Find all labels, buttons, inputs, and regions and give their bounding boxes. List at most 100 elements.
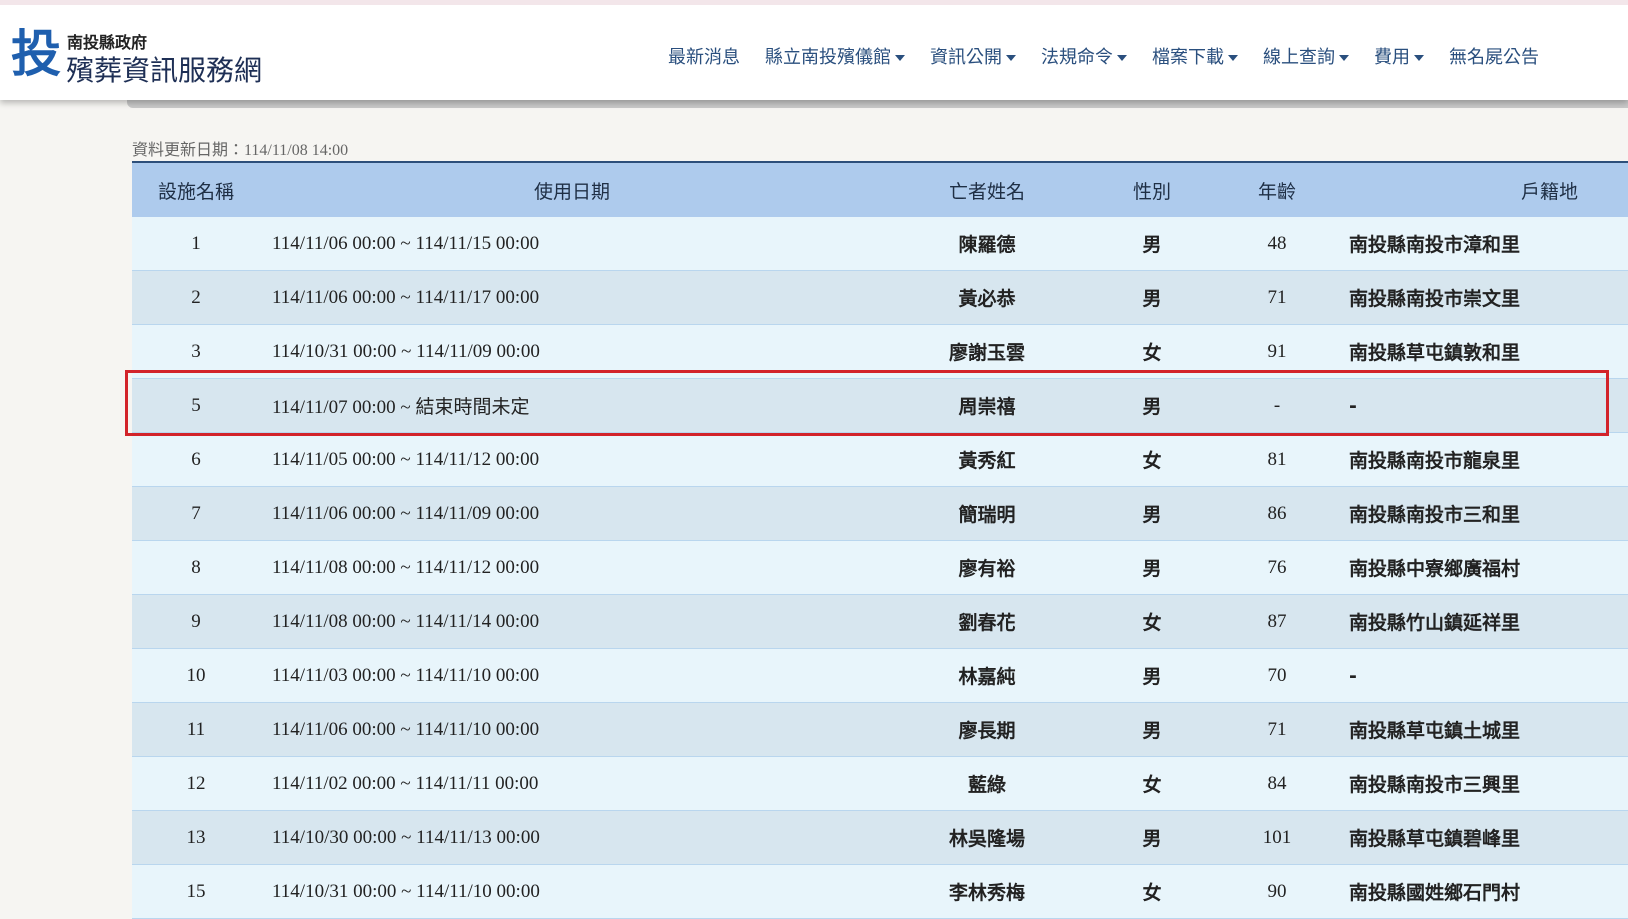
table-cell: 南投縣草屯鎮碧峰里 [1340, 810, 1628, 865]
table-cell: 114/11/08 00:00 ~ 114/11/14 00:00 [260, 594, 884, 649]
table-cell: 周崇禧 [884, 378, 1090, 433]
table-cell: 12 [132, 756, 260, 811]
table-cell: 男 [1090, 648, 1214, 703]
table-cell: 南投縣國姓鄉石門村 [1340, 864, 1628, 919]
column-header: 使用日期 [260, 161, 884, 217]
nav-item[interactable]: 法規命令 [1041, 43, 1127, 69]
table-cell: 86 [1214, 486, 1340, 541]
table-cell: 15 [132, 864, 260, 919]
nav-label: 最新消息 [668, 47, 740, 68]
table-cell: 藍綠 [884, 756, 1090, 811]
dropdown-caret [1006, 55, 1016, 61]
table-cell: 3 [132, 324, 260, 379]
dropdown-caret [895, 55, 905, 61]
table-cell: 南投縣南投市三興里 [1340, 756, 1628, 811]
table-cell: 71 [1214, 270, 1340, 325]
table-cell: 林嘉純 [884, 648, 1090, 703]
header-row: 設施名稱 使用日期 亡者姓名 性別 年齡 戶籍地 [132, 161, 1628, 217]
table-cell: 男 [1090, 702, 1214, 757]
column-header: 戶籍地 [1340, 161, 1628, 217]
table-cell: 48 [1214, 217, 1340, 271]
table-cell: 南投縣草屯鎮敦和里 [1340, 324, 1628, 379]
data-table: 設施名稱 使用日期 亡者姓名 性別 年齡 戶籍地 1 114/11/06 00:00 ~ 1… [132, 161, 1628, 919]
table-cell: - [1340, 378, 1628, 433]
nav-item[interactable]: 檔案下載 [1152, 43, 1238, 69]
nav-item[interactable]: 最新消息 [668, 43, 740, 69]
table-cell: 101 [1214, 810, 1340, 865]
table-cell: 劉春花 [884, 594, 1090, 649]
table-cell: 女 [1090, 432, 1214, 487]
table-cell: 廖有裕 [884, 540, 1090, 595]
column-header: 設施名稱 [132, 161, 260, 217]
nav-label: 資訊公開 [930, 47, 1002, 68]
site-title[interactable]: 殯葬資訊服務網 [66, 54, 263, 87]
org-name: 南投縣政府 [67, 33, 148, 52]
column-header: 亡者姓名 [884, 161, 1090, 217]
table-cell: 南投縣南投市三和里 [1340, 486, 1628, 541]
table-cell: 6 [132, 432, 260, 487]
nav-item[interactable]: 線上查詢 [1263, 43, 1349, 69]
table-cell: 114/10/31 00:00 ~ 114/11/10 00:00 [260, 864, 884, 919]
table-cell: 南投縣南投市漳和里 [1340, 217, 1628, 271]
nav-item[interactable]: 無名屍公告 [1449, 43, 1539, 69]
nav-item[interactable]: 資訊公開 [930, 43, 1016, 69]
table-cell: 114/11/02 00:00 ~ 114/11/11 00:00 [260, 756, 884, 811]
dropdown-caret [1117, 55, 1127, 61]
dropdown-caret [1339, 55, 1349, 61]
nav-bar: 最新消息 縣立南投殯儀館 資訊公開 法規命令 檔案下載 線上查詢 費用 無名屍公告 [668, 43, 1539, 69]
table-row: 9 114/11/08 00:00 ~ 114/11/14 00:00 劉春花女 87… [132, 594, 1628, 649]
table-cell: 女 [1090, 756, 1214, 811]
table-cell: 黃必恭 [884, 270, 1090, 325]
site-header: 投 南投縣政府 殯葬資訊服務網 最新消息 縣立南投殯儀館 資訊公開 法規命令 檔案下載 線… [0, 0, 1628, 100]
nav-label: 線上查詢 [1263, 47, 1335, 68]
table-cell: 8 [132, 540, 260, 595]
table-cell: 女 [1090, 864, 1214, 919]
table-row: 8 114/11/08 00:00 ~ 114/11/12 00:00 廖有裕男 76… [132, 540, 1628, 595]
table-cell: 70 [1214, 648, 1340, 703]
table-cell: 南投縣草屯鎮土城里 [1340, 702, 1628, 757]
table-cell: 南投縣南投市龍泉里 [1340, 432, 1628, 487]
table-cell: 87 [1214, 594, 1340, 649]
table-cell: 南投縣南投市崇文里 [1340, 270, 1628, 325]
table-cell: 男 [1090, 217, 1214, 271]
table-cell: 女 [1090, 324, 1214, 379]
table-cell: 男 [1090, 810, 1214, 865]
nav-label: 費用 [1374, 47, 1410, 68]
table-cell: - [1214, 378, 1340, 433]
table-body: 1 114/11/06 00:00 ~ 114/11/15 00:00 陳羅德男 48… [132, 217, 1628, 919]
table-cell: 91 [1214, 324, 1340, 379]
table-row: 5 114/11/07 00:00 ~ 結束時間未定 周崇禧男 - - [132, 378, 1628, 433]
table-cell: 黃秀紅 [884, 432, 1090, 487]
table-row: 10 114/11/03 00:00 ~ 114/11/10 00:00 林嘉純男 7… [132, 648, 1628, 703]
table-cell: 9 [132, 594, 260, 649]
table-row: 11 114/11/06 00:00 ~ 114/11/10 00:00 廖長期男 7… [132, 702, 1628, 757]
nav-item[interactable]: 費用 [1374, 43, 1424, 69]
table-row: 13 114/10/30 00:00 ~ 114/11/13 00:00 林吳隆場男… [132, 810, 1628, 865]
table-cell: 10 [132, 648, 260, 703]
nav-label: 縣立南投殯儀館 [765, 47, 891, 68]
table-cell: 71 [1214, 702, 1340, 757]
table-row: 7 114/11/06 00:00 ~ 114/11/09 00:00 簡瑞明男 86… [132, 486, 1628, 541]
table-cell: 90 [1214, 864, 1340, 919]
table-row: 15 114/10/31 00:00 ~ 114/11/10 00:00 李林秀梅女… [132, 864, 1628, 919]
table-cell: 114/11/03 00:00 ~ 114/11/10 00:00 [260, 648, 884, 703]
table-cell: 2 [132, 270, 260, 325]
update-info: 資料更新日期：114/11/08 14:00 [132, 142, 349, 159]
nav-label: 無名屍公告 [1449, 47, 1539, 68]
table-cell: 5 [132, 378, 260, 433]
table-cell: 男 [1090, 378, 1214, 433]
table-cell: 男 [1090, 540, 1214, 595]
table-cell: 114/11/06 00:00 ~ 114/11/09 00:00 [260, 486, 884, 541]
table-cell: 114/11/06 00:00 ~ 114/11/15 00:00 [260, 217, 884, 271]
table-cell: 114/11/06 00:00 ~ 114/11/17 00:00 [260, 270, 884, 325]
column-header: 性別 [1090, 161, 1214, 217]
nav-item[interactable]: 縣立南投殯儀館 [765, 43, 905, 69]
table-cell: 114/11/05 00:00 ~ 114/11/12 00:00 [260, 432, 884, 487]
table-cell: 81 [1214, 432, 1340, 487]
table-cell: 1 [132, 217, 260, 271]
table-cell: 11 [132, 702, 260, 757]
table-cell: 簡瑞明 [884, 486, 1090, 541]
logo[interactable]: 投 [11, 25, 61, 83]
table-cell: 84 [1214, 756, 1340, 811]
